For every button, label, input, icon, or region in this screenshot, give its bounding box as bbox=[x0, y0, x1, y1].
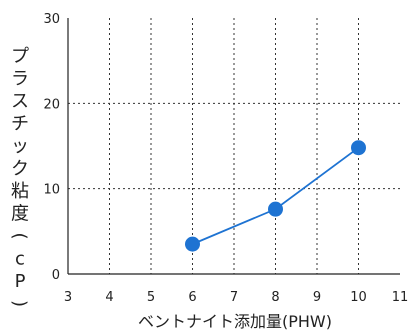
y-axis-label-char: ス bbox=[11, 91, 29, 112]
x-tick-label: 7 bbox=[230, 290, 238, 305]
tick-labels: 3 4 5 6 7 8 9 10 11 0 10 20 30 bbox=[43, 12, 408, 305]
y-axis-label-char: ッ bbox=[11, 136, 29, 157]
y-tick-label: 0 bbox=[52, 268, 60, 283]
x-axis-label: ベントナイト添加量(PHW) bbox=[138, 312, 332, 331]
y-axis-label-char: チ bbox=[11, 114, 29, 135]
x-tick-label: 6 bbox=[188, 290, 196, 305]
y-tick-label: 10 bbox=[43, 183, 60, 198]
x-tick-label: 9 bbox=[313, 290, 321, 305]
data-point bbox=[185, 236, 200, 252]
x-tick-label: 5 bbox=[147, 290, 155, 305]
axes bbox=[67, 18, 400, 275]
y-axis-label-char: ) bbox=[9, 300, 30, 307]
y-axis-label-char: 度 bbox=[11, 204, 29, 225]
y-axis-label-char: ラ bbox=[11, 69, 29, 90]
data-point bbox=[351, 140, 366, 156]
series-group bbox=[185, 140, 366, 252]
x-tick-label: 3 bbox=[64, 290, 72, 305]
y-axis-label-char: 粘 bbox=[11, 181, 29, 202]
y-tick-label: 20 bbox=[43, 97, 60, 112]
data-point bbox=[268, 201, 283, 217]
y-axis-label-char: c bbox=[15, 249, 25, 270]
y-axis-label-char: P bbox=[15, 271, 26, 292]
y-tick-label: 30 bbox=[43, 12, 60, 27]
y-axis-label-char: ( bbox=[9, 232, 30, 239]
y-axis-label-char: ク bbox=[11, 159, 29, 180]
x-tick-label: 8 bbox=[271, 290, 279, 305]
x-tick-label: 11 bbox=[392, 290, 408, 305]
grid bbox=[68, 18, 400, 274]
x-tick-label: 4 bbox=[105, 290, 113, 305]
y-axis-label-char: プ bbox=[11, 46, 29, 67]
x-tick-label: 10 bbox=[350, 290, 367, 305]
